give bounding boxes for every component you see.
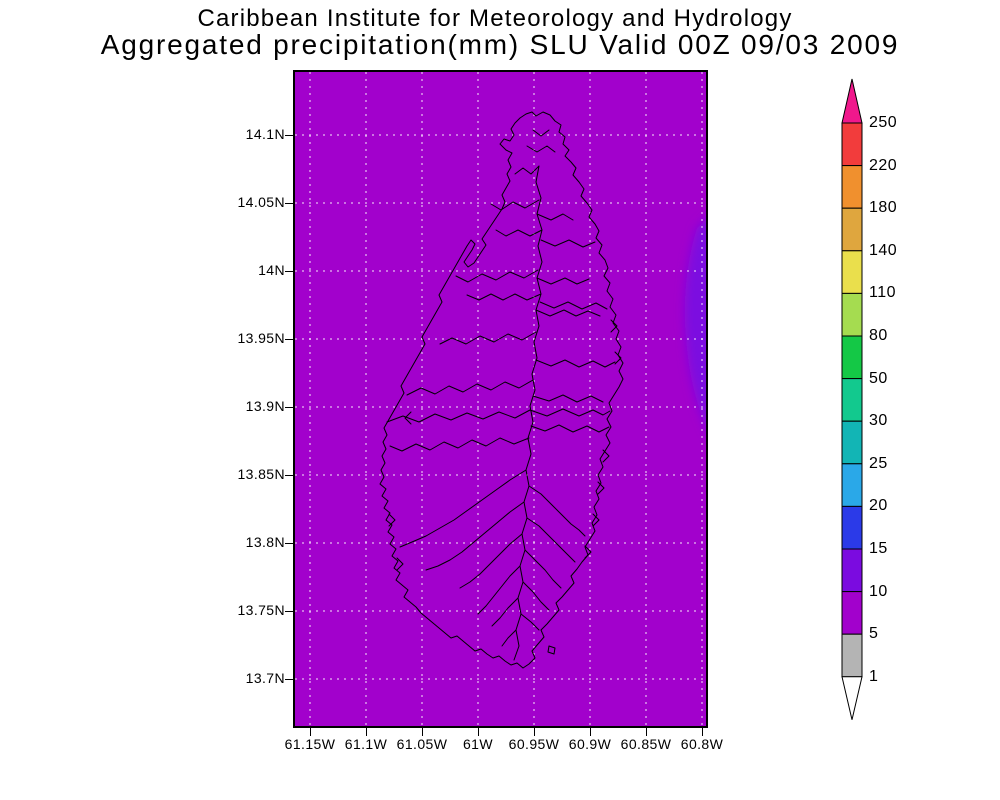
colorbar-label: 180 [869, 199, 898, 217]
lat-tick-label: 13.95N [237, 330, 285, 346]
colorbar-label: 5 [869, 625, 879, 643]
lat-tick-mark [285, 339, 293, 340]
watershed-boundaries-south [399, 469, 586, 647]
colorbar-segment [841, 420, 863, 465]
coastal-detail [388, 319, 622, 571]
colorbar-segment [841, 250, 863, 294]
colorbar [841, 78, 863, 720]
colorbar-label: 25 [869, 454, 888, 472]
map-panel [293, 70, 708, 728]
lat-tick-label: 13.8N [245, 534, 285, 550]
lat-tick-label: 14.1N [245, 126, 285, 142]
lon-tick-label: 60.85W [620, 736, 672, 752]
lon-tick-label: 61.05W [396, 736, 448, 752]
colorbar-segment [841, 122, 863, 167]
lon-tick-mark [478, 728, 479, 736]
lat-tick-label: 13.85N [237, 466, 285, 482]
colorbar-segment [841, 335, 863, 380]
colorbar-segment [841, 591, 863, 635]
colorbar-label: 15 [869, 540, 888, 557]
colorbar-label: 20 [869, 497, 888, 515]
lat-tick-label: 13.9N [245, 398, 285, 414]
colorbar-label: 110 [869, 284, 897, 302]
figure-title-line2: Aggregated precipitation(mm) SLU Valid 0… [100, 29, 900, 60]
colorbar-segment [841, 207, 863, 252]
island-saint-lucia [379, 111, 624, 669]
lat-tick-label: 14N [258, 262, 285, 278]
lat-tick-label: 13.7N [245, 670, 285, 686]
lon-tick-mark [702, 728, 703, 736]
lon-tick-label: 61W [463, 736, 493, 752]
lat-tick-mark [285, 271, 293, 272]
colorbar-segment [841, 633, 863, 678]
colorbar-segment [841, 378, 863, 422]
lon-tick-label: 60.8W [680, 736, 724, 752]
colorbar-segment [841, 548, 863, 593]
lon-tick-mark [646, 728, 647, 736]
lon-tick-label: 60.95W [508, 736, 560, 752]
colorbar-segment [841, 165, 863, 209]
lat-tick-mark [285, 611, 293, 612]
watershed-boundaries [386, 129, 616, 661]
lat-tick-mark [285, 203, 293, 204]
lat-tick-mark [285, 135, 293, 136]
lon-tick-label: 61.15W [284, 736, 336, 752]
colorbar-label: 30 [869, 412, 888, 430]
lat-tick-mark [285, 407, 293, 408]
lon-tick-mark [590, 728, 591, 736]
precip-field [293, 70, 708, 728]
colorbar-label: 10 [869, 582, 888, 600]
colorbar-label: 80 [869, 327, 888, 344]
lat-tick-mark [285, 679, 293, 680]
lat-tick-label: 13.75N [237, 602, 285, 618]
lon-tick-mark [310, 728, 311, 736]
colorbar-label: 1 [869, 667, 879, 685]
lat-tick-label: 14.05N [237, 194, 285, 210]
offshore-islet [547, 645, 556, 655]
colorbar-arrow-up [841, 78, 863, 124]
colorbar-label: 220 [869, 156, 898, 174]
figure-title-line1: Caribbean Institute for Meteorology and … [197, 5, 793, 32]
colorbar-label: 140 [869, 241, 898, 259]
colorbar-segment [841, 292, 863, 337]
colorbar-label: 250 [869, 114, 898, 131]
island-coastline [379, 111, 624, 669]
lat-tick-mark [285, 475, 293, 476]
map-border [293, 70, 708, 728]
map-canvas [293, 70, 708, 728]
lon-tick-mark [534, 728, 535, 736]
colorbar-arrow-down [841, 676, 863, 720]
colorbar-label: 50 [869, 369, 888, 387]
lon-tick-label: 61.1W [344, 736, 388, 752]
colorbar-segment [841, 505, 863, 550]
lon-tick-label: 60.9W [568, 736, 612, 752]
colorbar-segment [841, 463, 863, 507]
lon-tick-mark [366, 728, 367, 736]
lon-tick-mark [422, 728, 423, 736]
lat-tick-mark [285, 543, 293, 544]
